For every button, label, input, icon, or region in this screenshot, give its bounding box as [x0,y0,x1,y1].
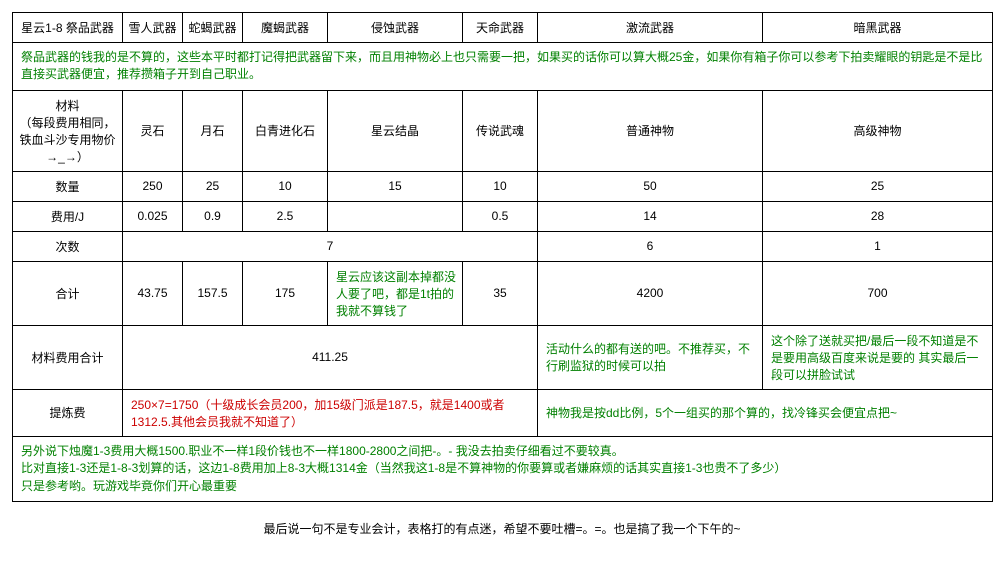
cell-h1-c3: 蛇蝎武器 [183,13,243,43]
cell: 0.5 [463,201,538,231]
cell: 0.9 [183,201,243,231]
cell-mattotal-g3: 这个除了送就买把/最后一段不知道是不是要用高级百度来说是要的 其实最后一段可以拼… [763,325,993,389]
table-row: 星云1-8 祭品武器 雪人武器 蛇蝎武器 魔蝎武器 侵蚀武器 天命武器 激流武器… [13,13,993,43]
cell-h1-c5: 侵蚀武器 [328,13,463,43]
table-row: 另外说下烛魔1-3费用大概1500.职业不一样1段价钱也不一样1800-2800… [13,436,993,501]
cell-h2-c8: 高级神物 [763,90,993,171]
cell: 4200 [538,261,763,325]
cell: 2.5 [243,201,328,231]
cell-mattotal-g1: 411.25 [123,325,538,389]
cell-total-v5: 星云应该这副本掉都没人要了吧，都是1t拍的我就不算钱了 [328,261,463,325]
cell-h2-c1: 材料 （每段费用相同，铁血斗沙专用物价→_→） [13,90,123,171]
table-row: 祭品武器的钱我的是不算的，这些本平时都打记得把武器留下来，而且用神物必上也只需要… [13,43,993,91]
table-row: 数量 250 25 10 15 10 50 25 [13,171,993,201]
cell-h2-c4: 白青进化石 [243,90,328,171]
cell-h2-c7: 普通神物 [538,90,763,171]
cell: 175 [243,261,328,325]
cell: 28 [763,201,993,231]
cell-h1-c6: 天命武器 [463,13,538,43]
note-1: 祭品武器的钱我的是不算的，这些本平时都打记得把武器留下来，而且用神物必上也只需要… [13,43,993,91]
cell-h2-c3: 月石 [183,90,243,171]
table-row: 费用/J 0.025 0.9 2.5 0.5 14 28 [13,201,993,231]
table-row: 提炼费 250×7=1750（十级成长会员200，加15级门派是187.5，就是… [13,389,993,436]
cell: 50 [538,171,763,201]
row-label-cost: 费用/J [13,201,123,231]
row-label-qty: 数量 [13,171,123,201]
footer-text: 最后说一句不是专业会计，表格打的有点迷，希望不要吐槽=。=。也是搞了我一个下午的… [12,520,992,537]
cost-table: 星云1-8 祭品武器 雪人武器 蛇蝎武器 魔蝎武器 侵蚀武器 天命武器 激流武器… [12,12,993,502]
table-row: 材料费用合计 411.25 活动什么的都有送的吧。不推荐买，不行刷监狱的时候可以… [13,325,993,389]
cell-h1-c2: 雪人武器 [123,13,183,43]
cell-h2-c6: 传说武魂 [463,90,538,171]
cell: 157.5 [183,261,243,325]
cell-h2-c5: 星云结晶 [328,90,463,171]
cell: 25 [183,171,243,201]
cell-refine-g2: 神物我是按dd比例，5个一组买的那个算的，找冷锋买会便宜点把~ [538,389,993,436]
cell: 0.025 [123,201,183,231]
cell: 15 [328,171,463,201]
cell: 43.75 [123,261,183,325]
row-label-refine: 提炼费 [13,389,123,436]
cell: 250 [123,171,183,201]
row-label-mattotal: 材料费用合计 [13,325,123,389]
cell: 25 [763,171,993,201]
cell-times-g1: 7 [123,231,538,261]
cell-refine-g1: 250×7=1750（十级成长会员200，加15级门派是187.5，就是1400… [123,389,538,436]
cell: 700 [763,261,993,325]
cell [328,201,463,231]
cell-h1-c1: 星云1-8 祭品武器 [13,13,123,43]
row-label-total: 合计 [13,261,123,325]
cell-h1-c8: 暗黑武器 [763,13,993,43]
cell: 10 [463,171,538,201]
row-label-times: 次数 [13,231,123,261]
cell: 10 [243,171,328,201]
cell-times-g3: 1 [763,231,993,261]
cell-h1-c7: 激流武器 [538,13,763,43]
cell-h1-c4: 魔蝎武器 [243,13,328,43]
cell-mattotal-g2: 活动什么的都有送的吧。不推荐买，不行刷监狱的时候可以拍 [538,325,763,389]
table-row: 次数 7 6 1 [13,231,993,261]
cell-times-g2: 6 [538,231,763,261]
table-row: 材料 （每段费用相同，铁血斗沙专用物价→_→） 灵石 月石 白青进化石 星云结晶… [13,90,993,171]
table-row: 合计 43.75 157.5 175 星云应该这副本掉都没人要了吧，都是1t拍的… [13,261,993,325]
note-2: 另外说下烛魔1-3费用大概1500.职业不一样1段价钱也不一样1800-2800… [13,436,993,501]
cell: 14 [538,201,763,231]
cell-h2-c2: 灵石 [123,90,183,171]
cell: 35 [463,261,538,325]
